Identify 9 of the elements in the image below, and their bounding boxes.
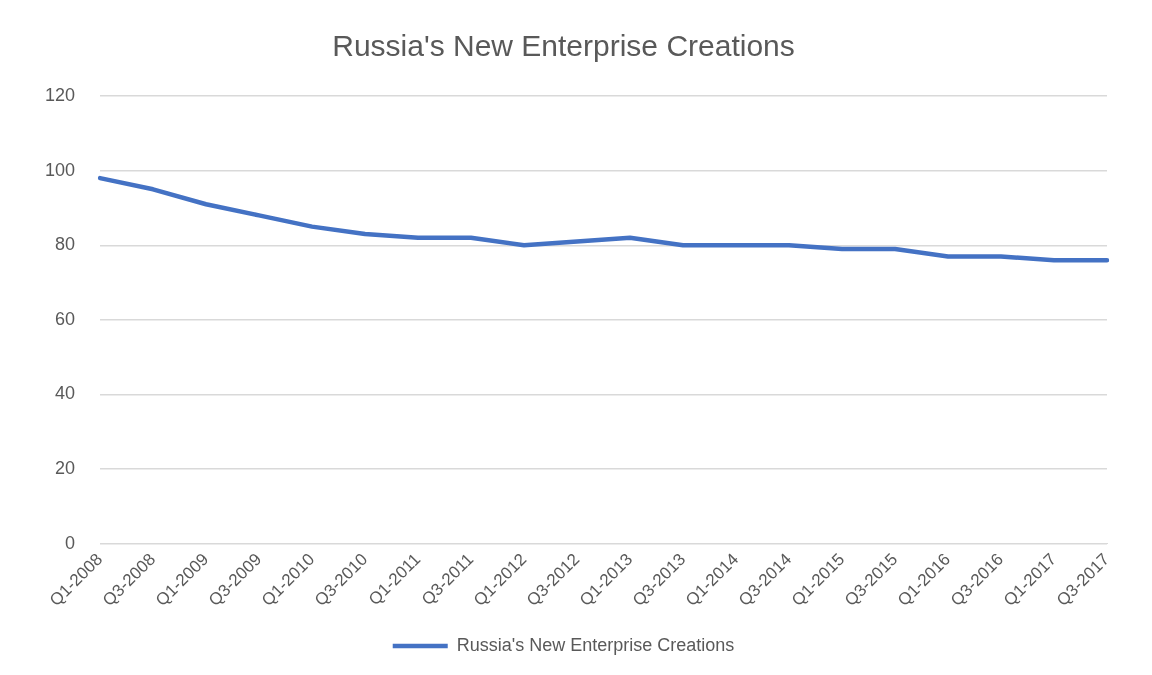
- legend-label: Russia's New Enterprise Creations: [456, 634, 735, 655]
- y-tick-label: 20: [55, 458, 76, 479]
- y-tick-label: 0: [65, 532, 76, 553]
- y-tick-label: 120: [44, 84, 76, 105]
- y-tick-label: 40: [55, 383, 76, 404]
- chart-title: Russia's New Enterprise Creations: [332, 29, 795, 63]
- y-tick-label: 60: [55, 308, 76, 329]
- y-tick-label: 100: [44, 159, 76, 180]
- y-tick-label: 80: [55, 234, 76, 255]
